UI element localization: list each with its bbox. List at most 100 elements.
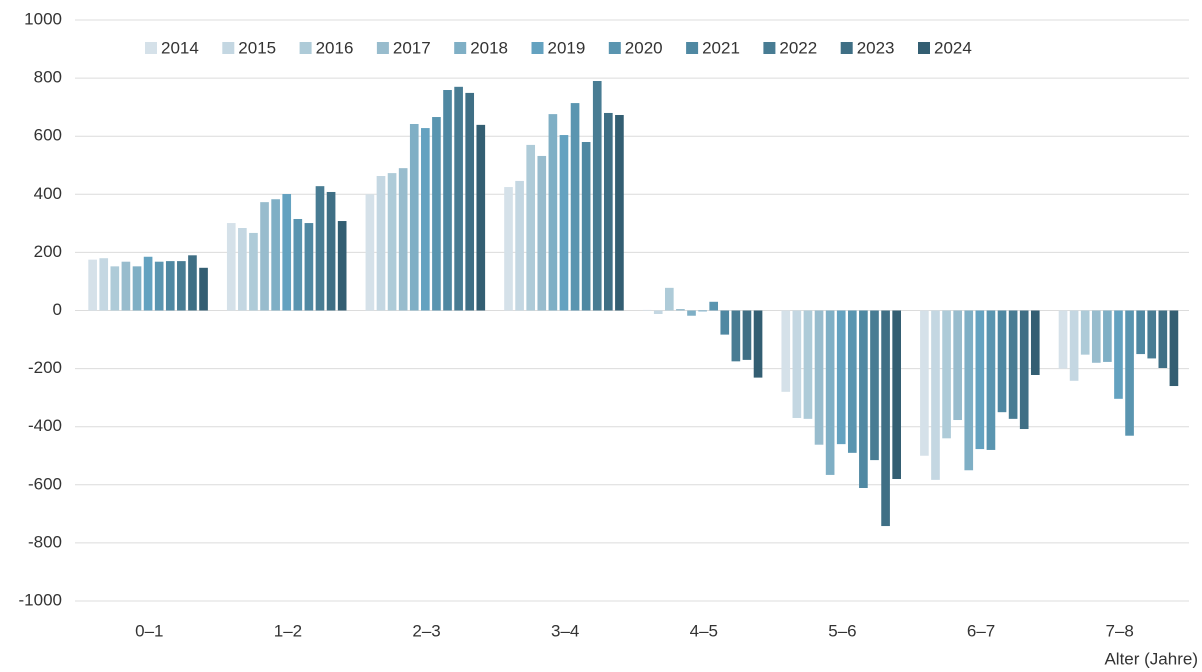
bar xyxy=(803,310,813,419)
bar xyxy=(260,202,269,311)
bar xyxy=(504,187,513,311)
y-tick-label: -200 xyxy=(28,358,62,377)
bar xyxy=(570,103,580,311)
legend-swatch xyxy=(840,42,853,54)
bar xyxy=(953,310,962,421)
bar xyxy=(238,227,247,311)
y-tick-label: 400 xyxy=(34,184,62,203)
legend-label: 2016 xyxy=(316,38,354,57)
bar xyxy=(792,310,802,418)
bar xyxy=(1158,310,1168,369)
bar xyxy=(365,194,375,311)
bar xyxy=(476,124,486,311)
x-tick-label: 0–1 xyxy=(135,621,163,640)
bar xyxy=(177,261,186,311)
x-tick-label: 3–4 xyxy=(551,621,579,640)
bar xyxy=(337,221,347,311)
bar xyxy=(997,310,1007,413)
bar xyxy=(1030,310,1040,375)
y-tick-label: 200 xyxy=(34,242,62,261)
bar xyxy=(199,267,208,311)
bar xyxy=(409,123,419,311)
bar xyxy=(814,310,824,445)
bar xyxy=(282,194,292,311)
x-tick-label: 6–7 xyxy=(967,621,995,640)
bar xyxy=(326,191,336,311)
bar xyxy=(421,128,430,311)
bar xyxy=(188,255,197,311)
y-tick-label: 0 xyxy=(53,300,62,319)
bar xyxy=(942,310,951,439)
bar xyxy=(1069,310,1079,381)
bar xyxy=(387,173,397,311)
legend-label: 2018 xyxy=(470,38,508,57)
bar xyxy=(1136,310,1145,355)
bar xyxy=(376,175,386,311)
bar xyxy=(454,86,463,311)
bar xyxy=(781,310,791,392)
y-tick-label: -800 xyxy=(28,532,62,551)
bar xyxy=(892,310,901,479)
legend-label: 2021 xyxy=(702,38,740,57)
bar xyxy=(615,114,624,311)
bar xyxy=(687,310,696,316)
legend-label: 2023 xyxy=(857,38,895,57)
bar xyxy=(931,310,940,480)
x-axis-label: Alter (Jahre) xyxy=(1104,649,1198,668)
bar xyxy=(753,310,763,378)
bar xyxy=(709,301,719,311)
bar xyxy=(1147,310,1157,359)
legend-swatch xyxy=(608,42,621,54)
bar xyxy=(88,259,97,311)
bar xyxy=(1080,310,1090,355)
legend-swatch xyxy=(299,42,312,54)
bar xyxy=(731,310,741,362)
legend-swatch xyxy=(531,42,544,54)
y-tick-label: -400 xyxy=(28,416,62,435)
bar xyxy=(315,186,325,311)
legend-label: 2024 xyxy=(934,38,972,57)
legend-label: 2019 xyxy=(548,38,586,57)
legend-label: 2017 xyxy=(393,38,431,57)
bar xyxy=(443,90,452,311)
bar xyxy=(581,142,591,311)
bar xyxy=(1008,310,1018,419)
legend-swatch xyxy=(454,42,467,54)
bar xyxy=(847,310,857,453)
bar xyxy=(165,261,175,311)
bar xyxy=(110,266,120,311)
bar xyxy=(559,135,569,311)
bar xyxy=(920,310,929,456)
legend-swatch xyxy=(763,42,776,54)
bar xyxy=(304,223,314,311)
bar xyxy=(121,261,131,311)
bar xyxy=(604,112,613,311)
legend-swatch xyxy=(222,42,235,54)
bar xyxy=(964,310,974,471)
legend-swatch xyxy=(686,42,699,54)
y-tick-label: -1000 xyxy=(19,590,62,609)
bar xyxy=(548,114,558,311)
bar xyxy=(132,266,142,311)
legend-label: 2020 xyxy=(625,38,663,57)
y-tick-label: 600 xyxy=(34,126,62,145)
bar xyxy=(537,155,547,311)
bar xyxy=(1091,310,1101,363)
bar xyxy=(742,310,752,360)
bar xyxy=(986,310,996,450)
bar xyxy=(99,258,109,311)
bar xyxy=(515,180,524,311)
bar xyxy=(836,310,846,445)
bar xyxy=(859,310,868,488)
bar xyxy=(432,117,441,311)
bar xyxy=(154,261,164,311)
bar xyxy=(1019,310,1029,430)
legend-swatch xyxy=(376,42,389,54)
bar xyxy=(465,92,475,311)
bar xyxy=(1058,310,1068,369)
bar xyxy=(526,144,536,311)
legend-swatch xyxy=(145,42,157,54)
bar xyxy=(825,310,835,475)
y-tick-label: 1000 xyxy=(24,9,62,28)
